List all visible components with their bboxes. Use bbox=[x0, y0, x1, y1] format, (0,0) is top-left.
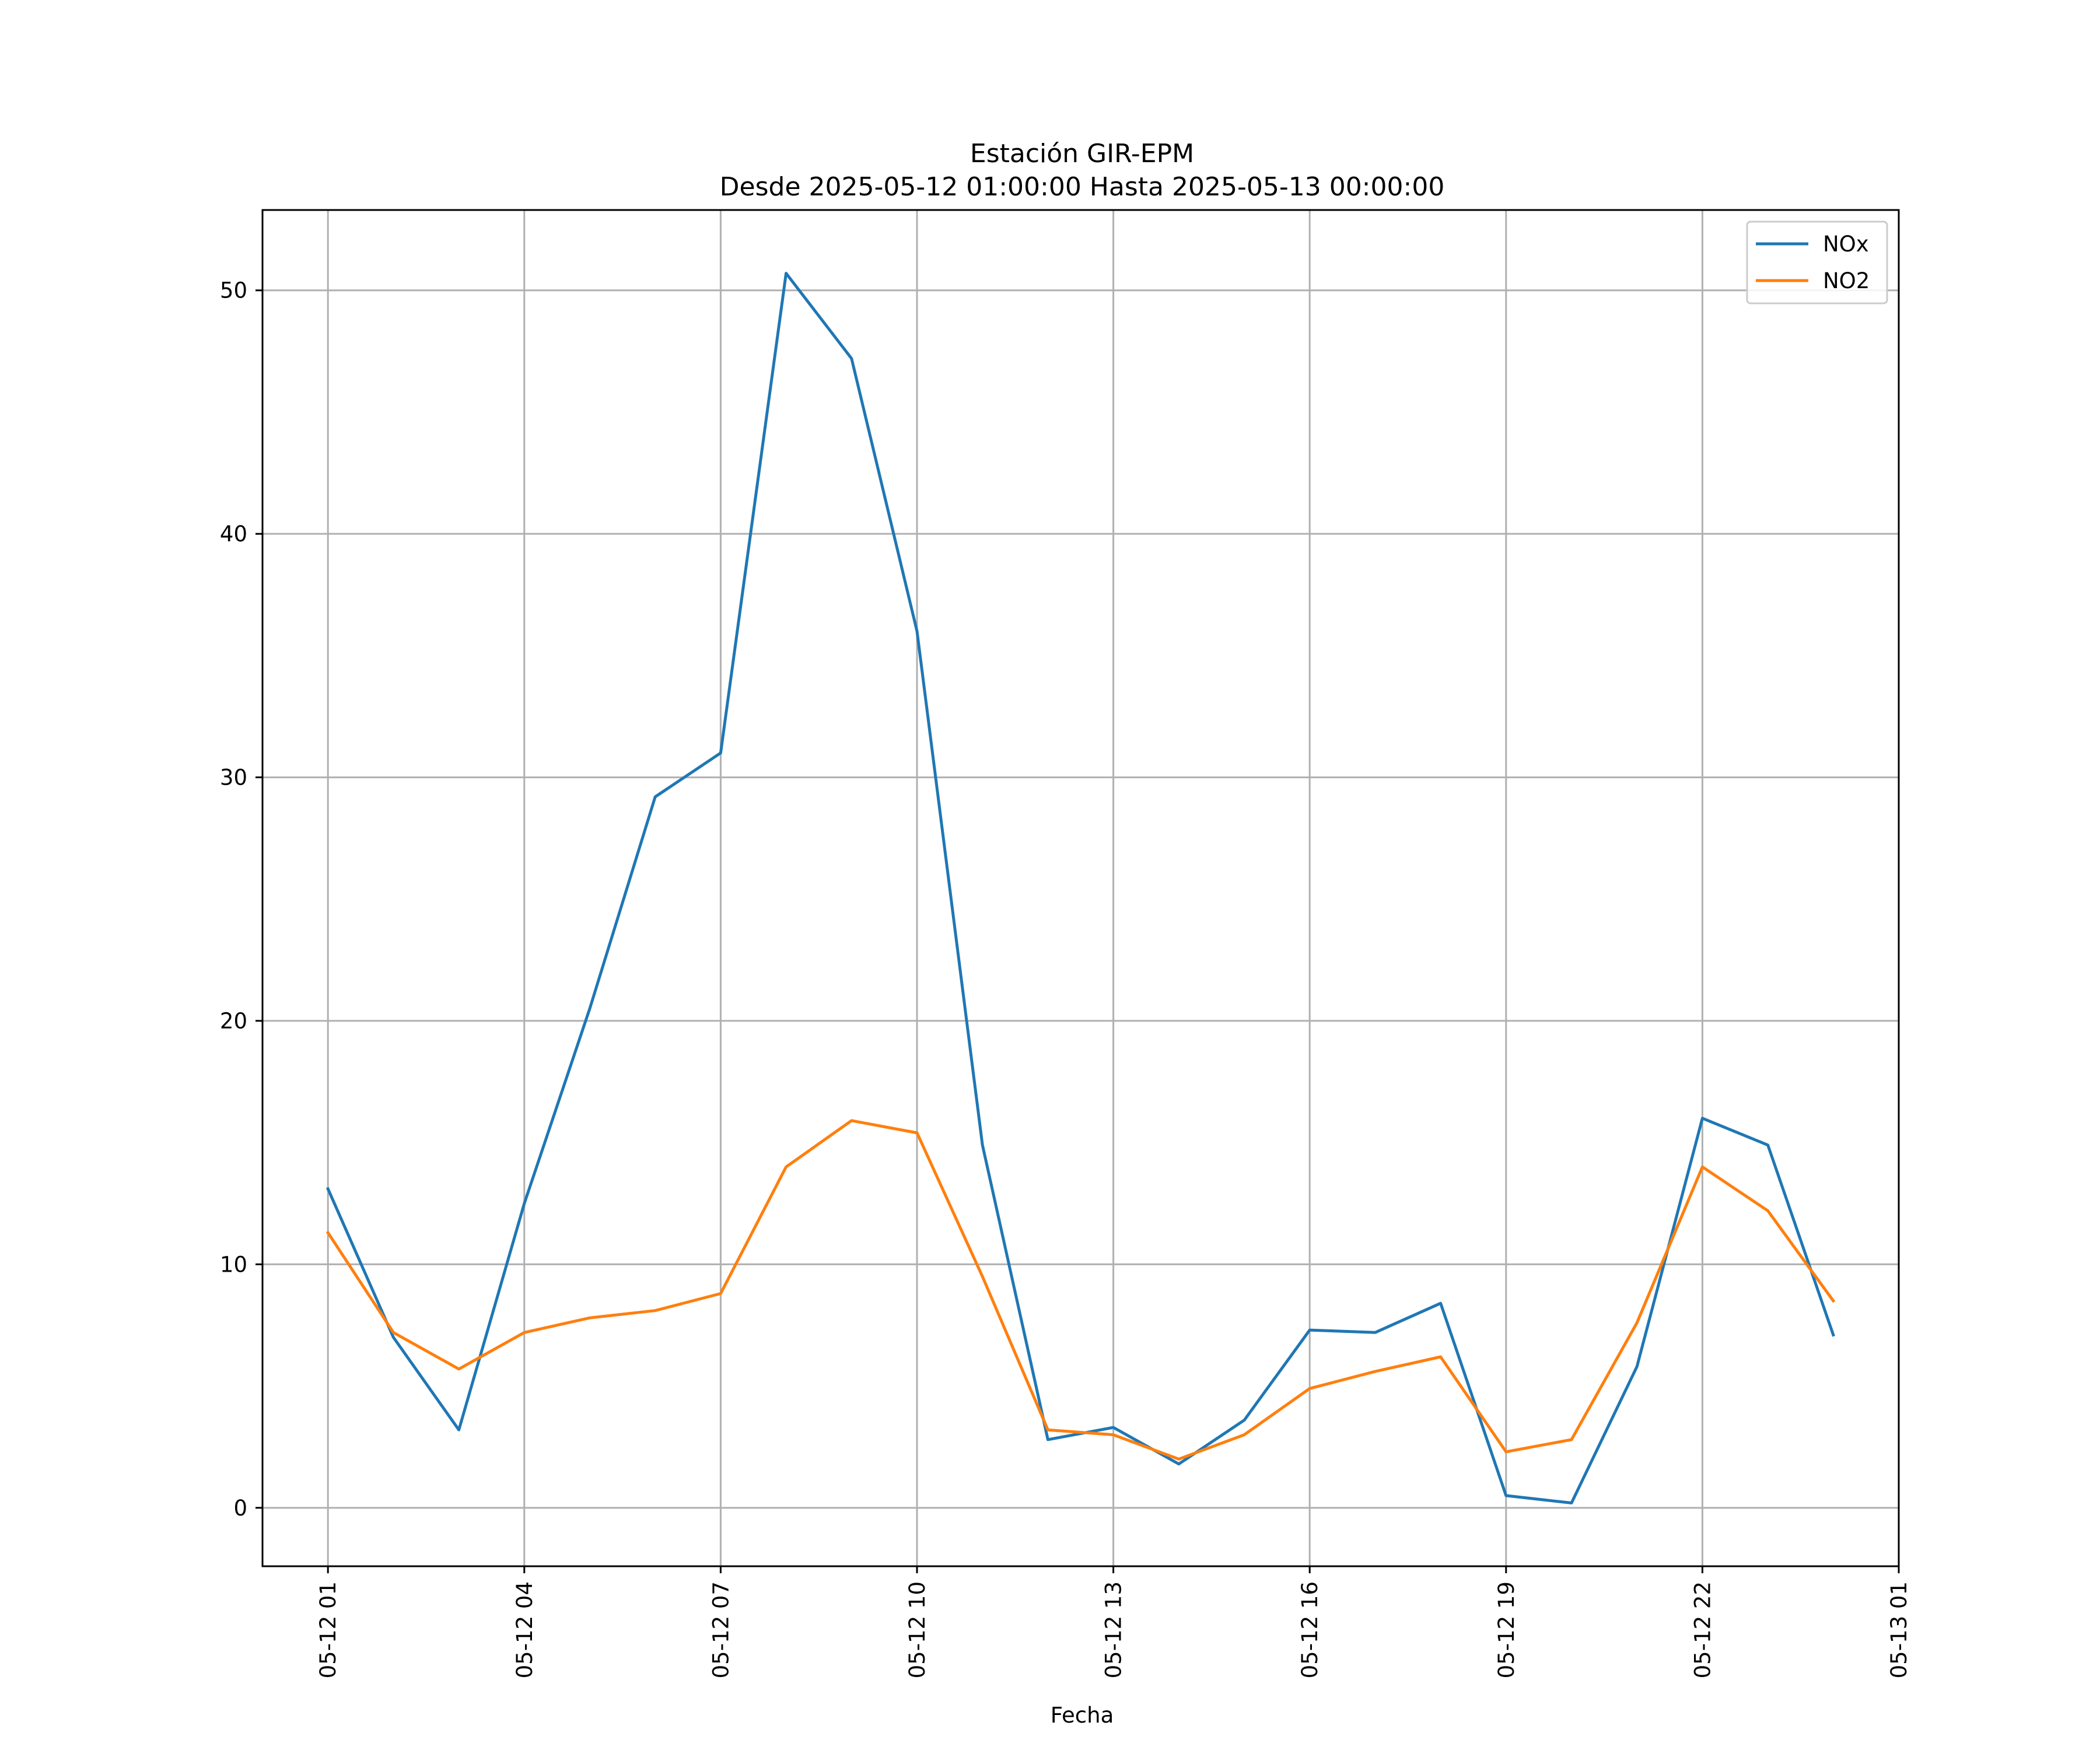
data-point-no2 bbox=[1504, 1450, 1508, 1454]
data-point-no2 bbox=[719, 1292, 722, 1295]
legend: NOx NO2 bbox=[1746, 220, 1888, 304]
data-point-no2 bbox=[1766, 1209, 1770, 1213]
y-tick-label: 50 bbox=[220, 278, 247, 303]
x-tick-label: 05-12 04 bbox=[512, 1581, 537, 1678]
data-point-no2 bbox=[1570, 1438, 1573, 1441]
series-line-no2 bbox=[326, 1119, 1836, 1461]
data-point-nox bbox=[1700, 1116, 1704, 1120]
data-point-nox bbox=[850, 357, 853, 360]
data-point-nox bbox=[326, 1187, 330, 1191]
data-point-no2 bbox=[457, 1367, 461, 1371]
y-axis: 0 10 20 30 40 50 bbox=[220, 278, 262, 1521]
legend-label-no2: NO2 bbox=[1823, 268, 1870, 293]
y-tick-label: 10 bbox=[220, 1252, 247, 1277]
x-tick-label: 05-12 13 bbox=[1101, 1581, 1126, 1678]
y-tick-label: 30 bbox=[220, 765, 247, 790]
data-point-nox bbox=[1177, 1462, 1181, 1466]
chart-title: Estación GIR-EPM bbox=[970, 139, 1194, 169]
x-tick-label: 05-13 01 bbox=[1887, 1581, 1912, 1678]
data-point-nox bbox=[1308, 1328, 1311, 1332]
data-point-no2 bbox=[653, 1309, 657, 1312]
data-point-no2 bbox=[1242, 1433, 1246, 1437]
data-point-no2 bbox=[1832, 1299, 1835, 1303]
grid bbox=[262, 210, 1900, 1566]
data-point-no2 bbox=[1635, 1321, 1639, 1325]
data-point-nox bbox=[1373, 1331, 1377, 1334]
x-tick-label: 05-12 10 bbox=[905, 1581, 930, 1678]
x-tick-label: 05-12 22 bbox=[1690, 1581, 1715, 1678]
x-tick-label: 05-12 16 bbox=[1297, 1581, 1322, 1678]
y-tick-label: 40 bbox=[220, 522, 247, 547]
series-line-nox bbox=[326, 272, 1835, 1504]
x-axis: 05-12 01 05-12 04 05-12 07 05-12 10 05-12 13… bbox=[316, 1566, 1912, 1678]
data-point-nox bbox=[981, 1143, 984, 1147]
data-point-nox bbox=[523, 1202, 526, 1205]
y-tick-label: 0 bbox=[233, 1496, 247, 1521]
data-point-no2 bbox=[850, 1119, 853, 1122]
data-point-no2 bbox=[981, 1275, 984, 1278]
data-point-nox bbox=[1242, 1419, 1246, 1422]
data-point-no2 bbox=[1112, 1433, 1115, 1437]
x-axis-label: Fecha bbox=[1051, 1703, 1114, 1728]
y-tick-label: 20 bbox=[220, 1009, 247, 1034]
data-point-no2 bbox=[523, 1331, 526, 1334]
data-point-nox bbox=[588, 1007, 592, 1010]
data-point-nox bbox=[653, 795, 657, 799]
data-point-nox bbox=[1439, 1301, 1443, 1305]
data-point-nox bbox=[785, 272, 788, 275]
legend-label-nox: NOx bbox=[1823, 232, 1869, 257]
data-point-no2 bbox=[785, 1165, 788, 1168]
data-point-no2 bbox=[915, 1131, 919, 1135]
data-point-nox bbox=[1112, 1426, 1115, 1429]
data-point-nox bbox=[391, 1336, 395, 1339]
data-point-no2 bbox=[1373, 1370, 1377, 1373]
data-point-no2 bbox=[1700, 1165, 1704, 1168]
data-point-no2 bbox=[1439, 1355, 1443, 1359]
data-point-nox bbox=[915, 629, 919, 633]
data-point-nox bbox=[719, 751, 722, 755]
data-point-no2 bbox=[326, 1231, 330, 1234]
data-point-nox bbox=[1832, 1333, 1835, 1336]
legend-box bbox=[1746, 220, 1888, 304]
data-point-no2 bbox=[1308, 1387, 1311, 1390]
data-point-nox bbox=[1635, 1365, 1639, 1368]
data-point-nox bbox=[1766, 1143, 1770, 1147]
data-point-no2 bbox=[1046, 1428, 1049, 1432]
chart-subtitle: Desde 2025-05-12 01:00:00 Hasta 2025-05-… bbox=[720, 172, 1445, 202]
data-point-nox bbox=[1504, 1494, 1508, 1497]
data-point-nox bbox=[457, 1428, 461, 1432]
plot-frame bbox=[261, 209, 1900, 1567]
data-point-nox bbox=[1046, 1438, 1049, 1441]
x-tick-label: 05-12 19 bbox=[1494, 1581, 1519, 1678]
series-lines bbox=[326, 272, 1836, 1504]
data-point-no2 bbox=[1177, 1457, 1181, 1461]
data-point-no2 bbox=[391, 1331, 395, 1334]
data-point-no2 bbox=[588, 1316, 592, 1320]
x-tick-label: 05-12 07 bbox=[708, 1581, 733, 1678]
x-tick-label: 05-12 01 bbox=[316, 1581, 341, 1678]
data-point-nox bbox=[1570, 1501, 1573, 1504]
